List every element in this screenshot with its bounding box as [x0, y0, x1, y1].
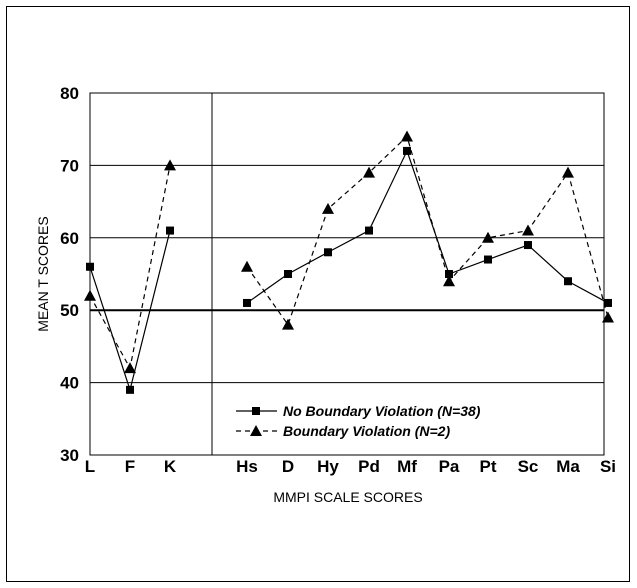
square-point: [564, 277, 572, 286]
triangle-point: [282, 318, 294, 330]
square-point: [86, 262, 94, 271]
y-tick-label: 70: [60, 156, 79, 175]
square-point: [284, 270, 292, 278]
legend-marker: [252, 407, 260, 415]
series-line: [246, 135, 609, 326]
y-tick-label: 30: [60, 446, 79, 465]
square-point: [445, 270, 453, 278]
legend-marker: [250, 425, 262, 436]
y-tick-label: 80: [60, 84, 79, 103]
y-axis-title: MEAN T SCORES: [35, 216, 51, 331]
axes: [89, 92, 605, 456]
grid-lines: [90, 164, 604, 384]
square-point: [365, 226, 373, 235]
triangle-point: [482, 231, 494, 243]
tick-labels: 30 40 50 60 70 80 L F K Hs D Hy Pd Mf Pa Pt Sc Ma Si: [60, 84, 616, 476]
x-tick-label: D: [282, 457, 294, 476]
triangle-point: [84, 289, 96, 301]
triangle-point: [363, 166, 375, 178]
triangle-point: [164, 159, 176, 171]
y-tick-label: 40: [60, 374, 79, 393]
square-point: [604, 298, 612, 307]
series-0: [86, 146, 612, 394]
series-line: [246, 149, 609, 304]
square-point: [484, 255, 492, 264]
triangle-point: [124, 362, 136, 374]
legend-label: Boundary Violation (N=2): [283, 423, 450, 439]
triangle-point: [443, 275, 455, 287]
x-tick-label: Pt: [480, 457, 497, 476]
square-point: [126, 385, 134, 394]
x-axis-title: MMPI SCALE SCORES: [273, 489, 422, 505]
legend-label: No Boundary Violation (N=38): [283, 403, 481, 419]
x-tick-label: Pa: [439, 457, 460, 476]
triangle-point: [562, 166, 574, 178]
square-point: [324, 248, 332, 257]
triangle-point: [322, 202, 334, 214]
square-point: [243, 298, 251, 307]
x-tick-label: Mf: [397, 457, 417, 476]
y-tick-label: 50: [60, 301, 79, 320]
x-tick-label: L: [85, 457, 95, 476]
triangle-point: [522, 224, 534, 236]
chart-frame: [6, 6, 630, 582]
triangle-point: [401, 130, 413, 142]
series-layer: [84, 130, 614, 394]
series-line: [89, 165, 171, 370]
square-point: [166, 226, 174, 235]
legend: No Boundary Violation (N=38) Boundary Vio…: [236, 403, 481, 439]
x-tick-label: K: [164, 457, 177, 476]
series-1: [84, 130, 614, 374]
x-tick-label: F: [125, 457, 135, 476]
square-point: [524, 241, 532, 250]
x-tick-label: Hy: [317, 457, 339, 476]
x-tick-label: Ma: [556, 457, 580, 476]
triangle-point: [602, 311, 614, 323]
x-tick-label: Sc: [518, 457, 539, 476]
x-tick-label: Si: [600, 457, 616, 476]
x-tick-label: Hs: [236, 457, 258, 476]
triangle-point: [241, 260, 253, 272]
plot-border: [89, 92, 605, 456]
y-tick-label: 60: [60, 229, 79, 248]
square-point: [403, 146, 411, 155]
x-tick-label: Pd: [358, 457, 380, 476]
